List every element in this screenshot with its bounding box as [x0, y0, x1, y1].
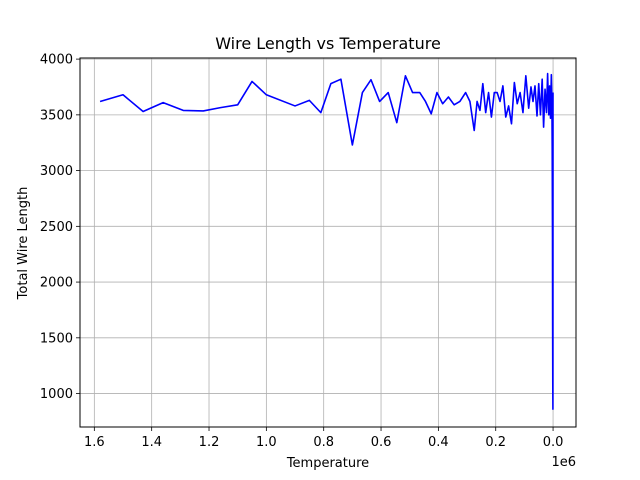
x-axis-offset-text: 1e6 — [551, 455, 576, 470]
y-tick-label: 2500 — [40, 220, 73, 235]
x-tick-label: 0.2 — [485, 435, 506, 450]
x-tick-label: 0.4 — [428, 435, 449, 450]
x-tick-label: 1.6 — [84, 435, 105, 450]
y-tick-label: 1000 — [40, 387, 73, 402]
y-tick-label: 3500 — [40, 108, 73, 123]
x-tick-label: 0.6 — [371, 435, 392, 450]
plot-frame — [79, 57, 577, 428]
y-tick-label: 2000 — [40, 276, 73, 291]
y-tick-label: 1500 — [40, 331, 73, 346]
grid-lines — [80, 58, 576, 427]
series-layer — [99, 72, 554, 410]
x-tick-label: 0.0 — [543, 435, 564, 450]
series-line — [99, 72, 554, 410]
y-axis-ticks: 1000 1500 2000 2500 3000 3500 4000 — [40, 53, 80, 402]
y-tick-label: 3000 — [40, 164, 73, 179]
x-axis-ticks: 1.6 1.4 1.2 1.0 0.8 0.6 0.4 0.2 0.0 — [84, 427, 563, 450]
x-axis-label: Temperature — [286, 456, 369, 471]
y-tick-label: 4000 — [40, 53, 73, 68]
x-tick-label: 0.8 — [313, 435, 334, 450]
x-tick-label: 1.2 — [199, 435, 220, 450]
x-tick-label: 1.4 — [141, 435, 162, 450]
x-tick-label: 1.0 — [256, 435, 277, 450]
y-axis-label: Total Wire Length — [16, 187, 31, 301]
chart-title: Wire Length vs Temperature — [215, 34, 441, 53]
